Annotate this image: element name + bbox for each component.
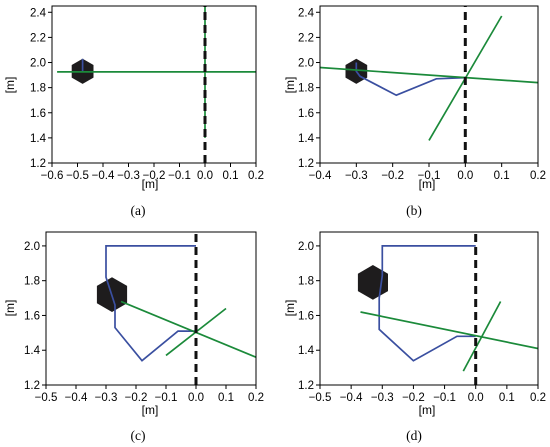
- y-tick-label: 1.8: [24, 276, 40, 288]
- panel-d: −0.5 −0.4 −0.3 −0.2 −0.1 0.0 0.1 0.2 1.2 1.4 1.6 1.…: [283, 231, 546, 443]
- x-tick-label: −0.5: [66, 170, 89, 182]
- y-tick-label: 1.2: [298, 158, 314, 170]
- x-tick-label: 0.1: [223, 170, 239, 182]
- x-tick-label: −0.4: [309, 170, 332, 182]
- x-tick-label: −0.2: [381, 170, 404, 182]
- y-tick-label: 2.0: [24, 241, 40, 253]
- obstacle-hexagon: [357, 265, 388, 300]
- y-tick-label: 1.2: [24, 380, 40, 392]
- series-line-1: [360, 311, 538, 350]
- x-tick-label: −0.5: [35, 392, 58, 404]
- panel-caption: (a): [131, 203, 146, 218]
- x-tick-label: 0.2: [530, 392, 546, 404]
- y-tick-label: 1.4: [24, 345, 41, 357]
- y-tick-label: 1.8: [298, 83, 314, 95]
- x-tick-label: 0.0: [457, 170, 473, 182]
- y-tick-label: 1.8: [298, 276, 314, 288]
- plot-area: [357, 232, 538, 385]
- x-tick-label: −0.3: [95, 392, 118, 404]
- plot-frame: [45, 231, 257, 386]
- x-tick-label: −0.3: [345, 170, 368, 182]
- x-tick-label: 0.0: [188, 392, 204, 404]
- y-tick-label: 1.4: [30, 133, 47, 145]
- panel-a: −0.6 −0.5 −0.4 −0.3 −0.2 −0.1 0.0 0.1 0.2 1.2 1.4 1…: [3, 5, 264, 218]
- series-line-2: [462, 301, 502, 372]
- x-tick-label: −0.3: [117, 170, 140, 182]
- y-tick-label: 1.2: [30, 158, 46, 170]
- x-tick-label: −0.1: [155, 392, 178, 404]
- y-tick-label: 2.4: [298, 7, 315, 19]
- plot-frame: [319, 231, 539, 386]
- x-tick-label: −0.2: [402, 392, 425, 404]
- panel-c: −0.5 −0.4 −0.3 −0.2 −0.1 0.0 0.1 0.2 1.2 1.4 1.6 1.…: [3, 231, 264, 443]
- panel-caption: (c): [131, 428, 146, 443]
- y-tick-label: 2.4: [30, 7, 47, 19]
- x-tick-label: 0.1: [218, 392, 234, 404]
- series-line-1: [120, 300, 256, 358]
- y-tick-label: 1.8: [30, 83, 46, 95]
- series-line-1: [320, 66, 538, 84]
- y-axis-label: [m]: [283, 77, 297, 94]
- y-tick-label: 2.2: [298, 32, 314, 44]
- x-tick-label: 0.0: [468, 392, 484, 404]
- series-line-0: [378, 245, 476, 362]
- panel-caption: (b): [406, 203, 422, 218]
- y-tick-label: 2.0: [298, 58, 314, 70]
- y-tick-label: 1.6: [30, 108, 46, 120]
- x-tick-label: 0.2: [530, 170, 546, 182]
- y-tick-label: 2.0: [30, 58, 46, 70]
- x-axis-label: [m]: [142, 403, 159, 417]
- y-tick-label: 1.6: [298, 108, 314, 120]
- y-axis-label: [m]: [3, 77, 17, 94]
- y-tick-label: 1.4: [298, 133, 315, 145]
- plot-frame: [51, 5, 257, 164]
- x-tick-label: 0.1: [499, 392, 515, 404]
- plot-area: [320, 6, 538, 163]
- y-tick-label: 1.6: [24, 310, 40, 322]
- x-tick-label: −0.1: [168, 170, 191, 182]
- x-tick-label: 0.0: [197, 170, 213, 182]
- y-tick-label: 1.6: [298, 310, 314, 322]
- x-tick-label: −0.1: [418, 170, 441, 182]
- x-tick-label: −0.2: [125, 392, 148, 404]
- y-tick-label: 1.4: [298, 345, 315, 357]
- x-axis-label: [m]: [142, 177, 159, 191]
- x-tick-label: −0.2: [143, 170, 166, 182]
- x-tick-label: −0.5: [309, 392, 332, 404]
- x-tick-label: −0.1: [433, 392, 456, 404]
- panel-caption: (d): [406, 428, 422, 443]
- plot-area: [57, 6, 256, 163]
- x-tick-label: 0.1: [494, 170, 510, 182]
- y-axis-label: [m]: [283, 300, 297, 317]
- x-tick-label: 0.2: [248, 170, 264, 182]
- series-line-0: [355, 62, 466, 97]
- y-tick-label: 1.2: [298, 380, 314, 392]
- x-tick-label: −0.4: [65, 392, 88, 404]
- x-tick-label: −0.4: [340, 392, 363, 404]
- plot-area: [96, 232, 256, 385]
- x-tick-label: −0.3: [371, 392, 394, 404]
- x-tick-label: −0.4: [92, 170, 115, 182]
- y-axis-label: [m]: [3, 300, 17, 317]
- x-axis-label: [m]: [419, 403, 436, 417]
- y-tick-label: 2.0: [298, 241, 314, 253]
- y-tick-label: 2.2: [30, 32, 46, 44]
- series-line-0: [105, 245, 196, 362]
- x-axis-label: [m]: [419, 177, 436, 191]
- x-tick-label: 0.2: [248, 392, 264, 404]
- x-tick-label: −0.6: [41, 170, 64, 182]
- panel-b: −0.4 −0.3 −0.2 −0.1 0.0 0.1 0.2 1.2 1.4 1.6 1.8 2.0…: [283, 5, 546, 218]
